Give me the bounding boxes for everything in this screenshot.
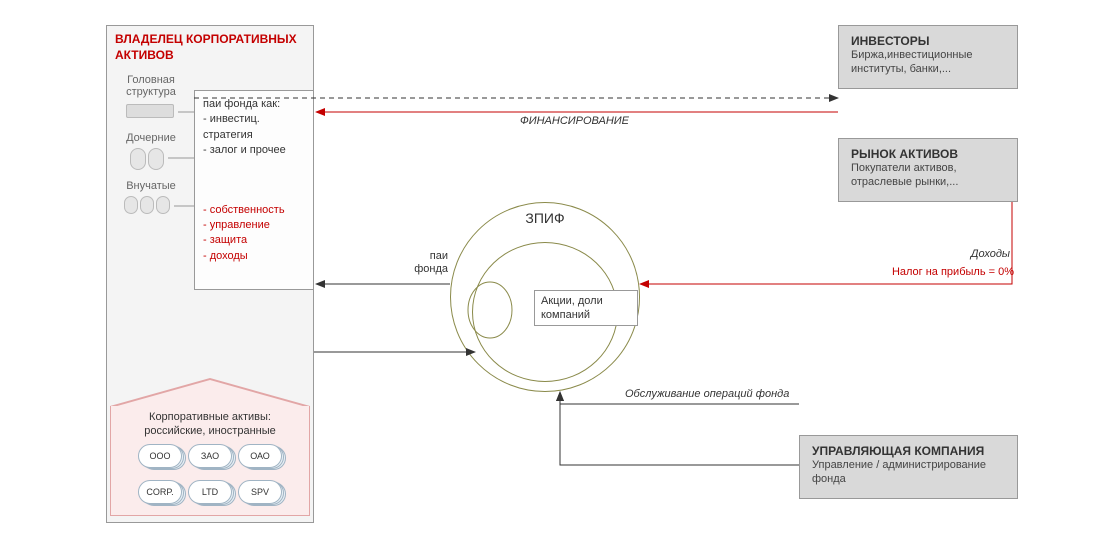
grandchild-label: Внучатые: [116, 180, 186, 192]
red-list-2: - защита: [203, 233, 305, 248]
financing-label: ФИНАНСИРОВАНИЕ: [520, 115, 629, 127]
chip-oao: ОАО: [238, 444, 282, 468]
zpif-inner-label: Акции, доли компаний: [541, 294, 631, 323]
chip-corp: CORP.: [138, 480, 182, 504]
head-structure-box: [126, 104, 174, 118]
fund-units-as-1: - инвестиц. стратегия: [203, 112, 305, 143]
owner-detail-box: паи фонда как: - инвестиц. стратегия - з…: [194, 90, 314, 290]
oval-icon: [124, 196, 138, 214]
oval-icon: [130, 148, 146, 170]
mgmt-title: УПРАВЛЯЮЩАЯ КОМПАНИЯ: [812, 444, 1005, 458]
subsidiary-label: Дочерние: [116, 132, 186, 144]
investors-box: ИНВЕСТОРЫ Биржа,инвестиционные институты…: [838, 25, 1018, 89]
chip-row-2: CORP. LTD SPV: [120, 480, 300, 504]
chip-ooo: ООО: [138, 444, 182, 468]
house-roof: [110, 380, 310, 408]
investors-sub: Биржа,инвестиционные институты, банки,..…: [851, 48, 1005, 77]
chip-ltd: LTD: [188, 480, 232, 504]
chip-zao: ЗАО: [188, 444, 232, 468]
fund-units-as-2: - залог и прочее: [203, 143, 305, 158]
chip-row-1: ООО ЗАО ОАО: [120, 444, 300, 468]
owner-title: ВЛАДЕЛЕЦ КОРПОРАТИВНЫХ АКТИВОВ: [107, 26, 313, 65]
red-list-0: - собственность: [203, 203, 305, 218]
oval-icon: [148, 148, 164, 170]
subsidiary-ovals: [130, 148, 164, 170]
oval-icon: [156, 196, 170, 214]
asset-market-title: РЫНОК АКТИВОВ: [851, 147, 1005, 161]
asset-market-sub: Покупатели активов, отраслевые рынки,...: [851, 161, 1005, 190]
servicing-label: Обслуживание операций фонда: [625, 388, 789, 400]
red-list-1: - управление: [203, 218, 305, 233]
corp-assets-title2: российские, иностранные: [110, 424, 310, 438]
asset-market-box: РЫНОК АКТИВОВ Покупатели активов, отрасл…: [838, 138, 1018, 202]
head-structure-label: Головная структура: [116, 74, 186, 98]
zpif-title: ЗПИФ: [450, 210, 640, 226]
grandchild-ovals: [124, 196, 170, 214]
zpif-inner-label-box: Акции, доли компаний: [534, 290, 638, 326]
mgmt-sub: Управление / администрирование фонда: [812, 458, 1005, 487]
tax-label: Налог на прибыль = 0%: [818, 266, 1014, 278]
chip-spv: SPV: [238, 480, 282, 504]
investors-title: ИНВЕСТОРЫ: [851, 34, 1005, 48]
fund-units-as-label: паи фонда как:: [203, 97, 305, 112]
mgmt-box: УПРАВЛЯЮЩАЯ КОМПАНИЯ Управление / админи…: [799, 435, 1018, 499]
fund-units-label: паи фонда: [412, 250, 448, 276]
oval-icon: [140, 196, 154, 214]
red-list-3: - доходы: [203, 249, 305, 264]
corp-assets-title1: Корпоративные активы:: [110, 410, 310, 424]
income-label: Доходы: [920, 248, 1010, 260]
